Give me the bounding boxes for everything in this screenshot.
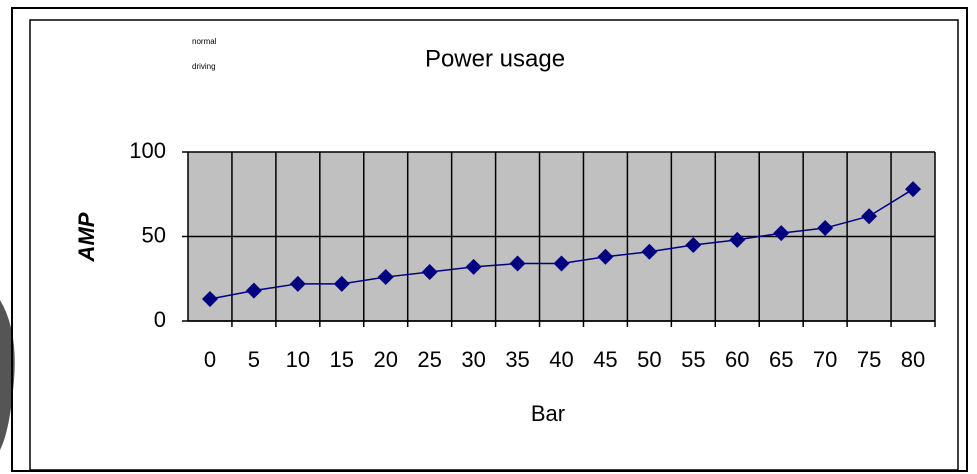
x-tick-label: 65: [769, 347, 793, 372]
annotation: driving: [192, 62, 216, 71]
x-tick-label: 0: [204, 347, 216, 372]
x-tick-label: 55: [681, 347, 705, 372]
x-tick-label: 50: [637, 347, 661, 372]
x-tick-label: 75: [857, 347, 881, 372]
x-tick-label: 30: [461, 347, 485, 372]
x-tick-label: 5: [248, 347, 260, 372]
x-tick-label: 10: [286, 347, 310, 372]
x-tick-label: 20: [373, 347, 397, 372]
y-tick-label: 50: [142, 222, 166, 247]
x-tick-label: 45: [593, 347, 617, 372]
y-axis-label: AMP: [74, 212, 99, 262]
y-tick-label: 0: [154, 307, 166, 332]
chart-title: Power usage: [425, 45, 565, 72]
x-axis-label: Bar: [531, 401, 565, 426]
x-tick-label: 15: [330, 347, 354, 372]
chart: Power usage normal driving Bar AMP 05010…: [0, 0, 977, 474]
x-tick-label: 60: [725, 347, 749, 372]
x-tick-label: 25: [417, 347, 441, 372]
y-tick-label: 100: [129, 138, 166, 163]
x-tick-label: 40: [549, 347, 573, 372]
x-tick-label: 35: [505, 347, 529, 372]
x-tick-label: 70: [813, 347, 837, 372]
x-tick-label: 80: [901, 347, 925, 372]
annotation: normal: [192, 37, 217, 46]
